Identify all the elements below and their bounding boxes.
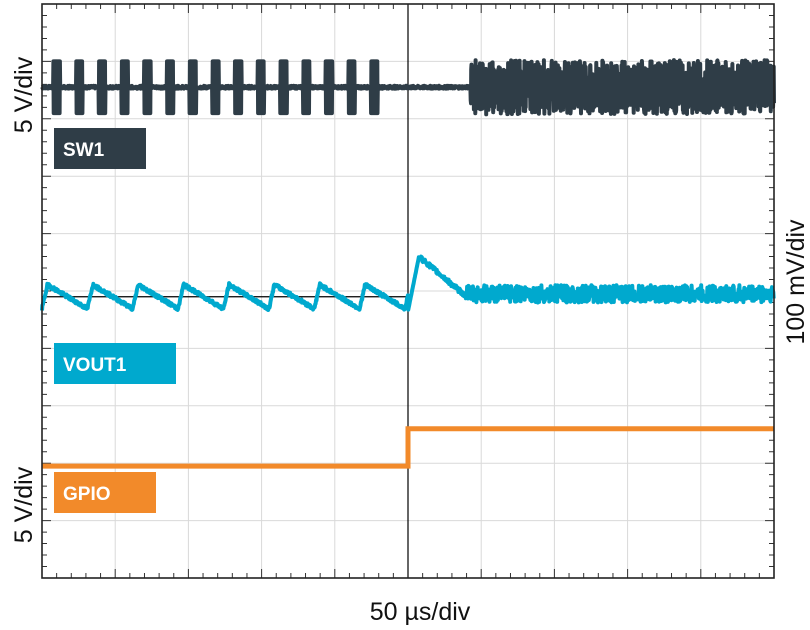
badge-sw1: [54, 128, 146, 169]
badge-vout1: [54, 343, 176, 384]
traces: [40, 58, 776, 469]
y-axis-label-vout1: 100 mV/div: [782, 219, 810, 345]
badge-label-gpio: GPIO: [63, 484, 111, 505]
badge-gpio: [54, 472, 156, 513]
trace-gpio: [42, 426, 774, 469]
trace-badges: SW1 VOUT1 GPIO: [54, 128, 176, 513]
badge-label-sw1: SW1: [63, 140, 105, 161]
badge-label-vout1: VOUT1: [63, 355, 127, 376]
trace-vout1: [40, 254, 776, 312]
trace-sw1: [40, 58, 776, 117]
y-axis-label-sw1: 5 V/div: [10, 56, 38, 133]
y-axis-label-gpio: 5 V/div: [10, 466, 38, 543]
x-axis-label: 50 µs/div: [370, 598, 471, 626]
plot-frame: [41, 3, 775, 579]
